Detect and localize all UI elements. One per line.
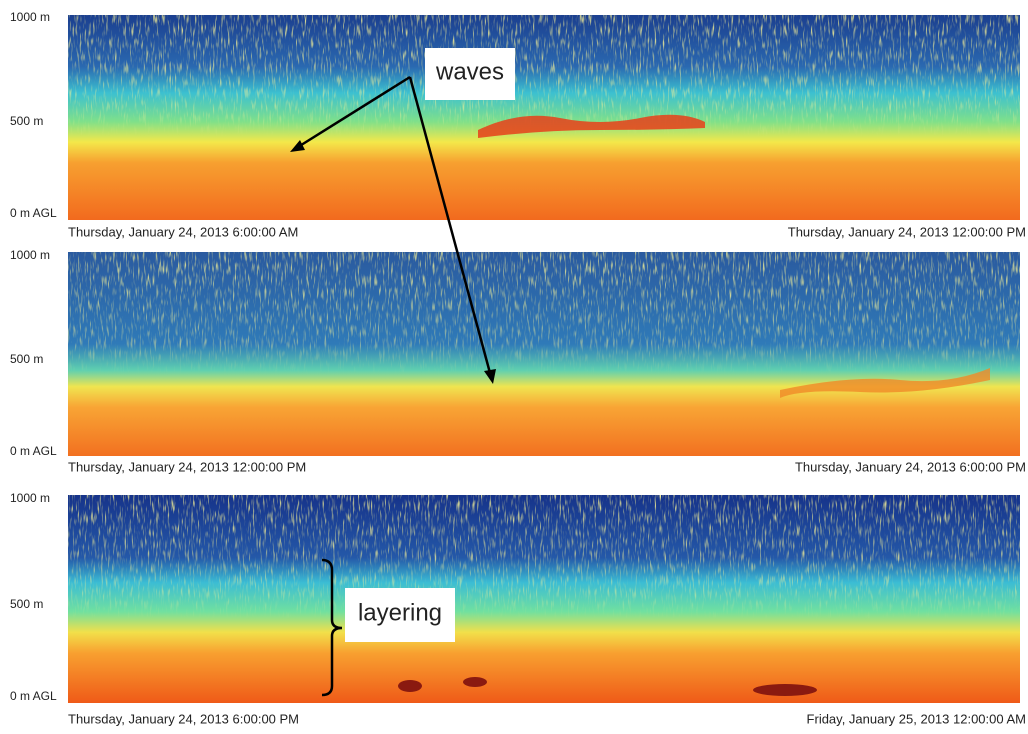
start-time: Thursday, January 24, 2013 6:00:00 PM [68,711,299,726]
layering-annotation: layering [321,558,455,697]
arrows [290,75,496,384]
y-label: 1000 m [10,248,50,262]
annotation: layering [358,599,442,626]
layer [398,680,422,692]
y-label: 500 m [10,352,43,366]
y-label: 500 m [10,597,43,611]
y-label: 0 m AGL [10,689,57,703]
annotation: waves [435,58,504,85]
layer [463,677,487,687]
end-time: Thursday, January 24, 2013 6:00:00 PM [795,459,1026,474]
y-label: 0 m AGL [10,206,57,220]
y-label: 500 m [10,114,43,128]
layer [753,684,817,696]
y-label: 1000 m [10,491,50,505]
end-time: Thursday, January 24, 2013 12:00:00 PM [788,224,1026,239]
annotation-box [425,48,515,100]
noise [68,252,1020,456]
panel: 1000 m 500 m 0 m AGL Thursday, January 2… [10,10,1026,239]
end-time: Friday, January 25, 2013 12:00:00 AM [807,711,1026,726]
y-label: 0 m AGL [10,444,57,458]
start-time: Thursday, January 24, 2013 12:00:00 PM [68,459,306,474]
noise [68,495,1020,703]
panel: 1000 m 500 m 0 m AGL Thursday, January 2… [10,491,1026,726]
annotation-box [345,588,455,642]
waves-annotation: waves [290,48,515,384]
layer [780,368,990,398]
panel: 1000 m 500 m 0 m AGL Thursday, January 2… [10,248,1026,474]
layer [478,114,705,138]
bracket [321,558,343,697]
start-time: Thursday, January 24, 2013 6:00:00 AM [68,224,298,239]
y-label: 1000 m [10,10,50,24]
